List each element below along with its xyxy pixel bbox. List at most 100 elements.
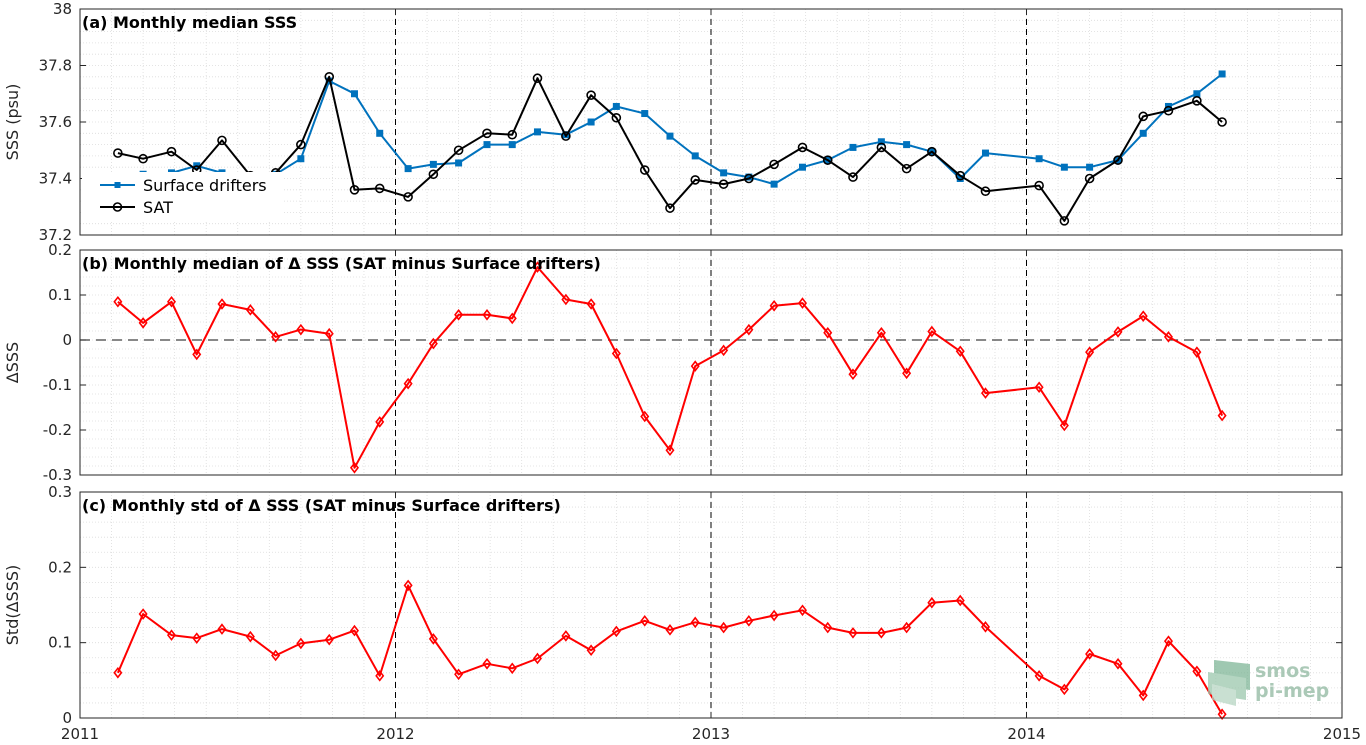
data-point-delta <box>138 608 148 620</box>
data-point-delta <box>744 323 754 336</box>
data-point-delta <box>586 644 596 657</box>
data-point-sat <box>507 129 518 140</box>
data-point-sat <box>1192 96 1202 106</box>
data-point-delta <box>245 304 255 316</box>
data-point-delta <box>690 360 700 372</box>
data-point-delta <box>113 666 123 679</box>
data-point-surface-drifters <box>1193 90 1201 98</box>
data-point-delta <box>848 368 858 381</box>
data-point-delta <box>324 327 334 340</box>
data-point-delta <box>403 377 413 390</box>
data-point-surface-drifters <box>350 90 358 98</box>
data-point-sat <box>532 73 543 84</box>
data-point-delta <box>927 325 937 338</box>
data-point-sat <box>639 165 650 175</box>
data-point-sat <box>848 172 858 182</box>
data-point-surface-drifters <box>483 141 491 149</box>
data-point-sat <box>797 142 808 153</box>
panel-b-ytick-label: 0 <box>62 331 72 349</box>
data-point-delta <box>1192 346 1202 358</box>
data-point-delta <box>823 326 833 339</box>
data-point-delta <box>507 662 517 675</box>
panel-c-ytick-label: 0.2 <box>48 558 72 576</box>
panel-c-ylabel: Std(ΔSSS) <box>3 565 22 645</box>
data-point-sat <box>980 186 991 197</box>
data-point-sat <box>1084 173 1095 184</box>
panel-b-title: (b) Monthly median of Δ SSS (SAT minus S… <box>82 254 601 273</box>
data-point-delta <box>482 308 492 321</box>
data-point-delta <box>848 627 858 639</box>
legend-label-surface-drifters: Surface drifters <box>143 176 267 195</box>
data-point-surface-drifters <box>429 160 437 168</box>
data-point-delta <box>1034 670 1044 682</box>
panel-b-ylabel: ΔSSS <box>3 342 22 383</box>
panel-a-ytick-label: 37.2 <box>39 226 72 244</box>
data-point-sat <box>349 185 360 195</box>
data-point-sat <box>769 159 779 170</box>
data-point-surface-drifters <box>691 152 699 160</box>
panel-a-title: (a) Monthly median SSS <box>82 13 297 32</box>
data-point-delta <box>296 323 306 336</box>
data-point-sat <box>1138 111 1149 122</box>
data-point-surface-drifters <box>666 132 674 140</box>
panel-b-median-delta-sss: -0.3 -0.2 -0.1 0 0.1 0.2 ΔSSS (b) Monthly med… <box>3 241 1343 484</box>
panel-a-ytick-label: 38 <box>53 0 72 18</box>
panel-c-title: (c) Monthly std of Δ SSS (SAT minus Surf… <box>82 496 561 515</box>
data-point-surface-drifters <box>297 155 305 163</box>
data-point-sat <box>428 169 439 180</box>
data-point-surface-drifters <box>877 138 885 146</box>
data-point-delta <box>271 331 281 343</box>
panel-a-ylabel: SSS (psu) <box>3 84 22 161</box>
data-point-delta <box>1163 635 1173 647</box>
data-point-delta <box>482 657 492 670</box>
data-point-surface-drifters <box>770 180 778 188</box>
x-tick-label: 2014 <box>1007 725 1045 743</box>
data-point-delta <box>797 297 808 309</box>
data-point-delta <box>1059 683 1069 696</box>
data-point-delta <box>245 630 255 643</box>
data-point-sat <box>744 173 754 184</box>
data-point-sat <box>482 128 492 139</box>
data-point-delta <box>166 295 177 308</box>
data-point-sat <box>1059 216 1070 226</box>
data-point-delta <box>428 337 438 350</box>
data-point-sat <box>1163 105 1174 116</box>
data-point-delta <box>640 410 650 423</box>
data-point-delta <box>980 621 990 633</box>
data-point-delta <box>138 317 148 329</box>
panel-b-ytick-label: -0.3 <box>43 466 72 484</box>
data-point-surface-drifters <box>1218 70 1226 78</box>
data-point-delta <box>428 633 438 645</box>
data-point-delta <box>769 299 779 312</box>
data-point-surface-drifters <box>798 163 806 171</box>
data-point-surface-drifters <box>720 169 728 177</box>
panel-c-ytick-label: 0.3 <box>48 483 72 501</box>
data-point-sat <box>822 155 833 165</box>
data-point-delta <box>454 308 464 321</box>
data-point-delta <box>955 345 965 358</box>
data-point-delta <box>1138 689 1148 702</box>
panel-a-ytick-label: 37.4 <box>39 170 72 188</box>
data-point-delta <box>561 293 571 306</box>
data-point-delta <box>1163 331 1173 343</box>
data-point-delta <box>769 609 779 622</box>
data-point-delta <box>902 367 912 380</box>
data-point-sat <box>324 72 335 82</box>
legend-label-sat: SAT <box>143 198 173 217</box>
data-point-delta <box>665 444 675 457</box>
series-line-surface-drifters <box>117 73 1223 195</box>
panel-b-ytick-label: -0.2 <box>43 421 72 439</box>
data-point-surface-drifters <box>533 128 541 136</box>
panel-c-std-delta-sss: 0 0.1 0.2 0.3 Std(ΔSSS) (c) Monthly std of … <box>3 483 1343 727</box>
data-point-delta <box>561 630 571 642</box>
data-point-sat <box>403 192 413 202</box>
data-point-surface-drifters <box>587 118 595 126</box>
data-point-surface-drifters <box>981 149 989 157</box>
panel-c-ytick-label: 0 <box>62 709 72 727</box>
data-point-delta <box>611 625 621 638</box>
data-point-delta <box>403 579 413 592</box>
series-line-sat <box>117 75 1223 222</box>
series-line-delta <box>117 266 1224 469</box>
logo-line1: smos <box>1255 660 1310 682</box>
data-point-delta <box>324 633 334 646</box>
